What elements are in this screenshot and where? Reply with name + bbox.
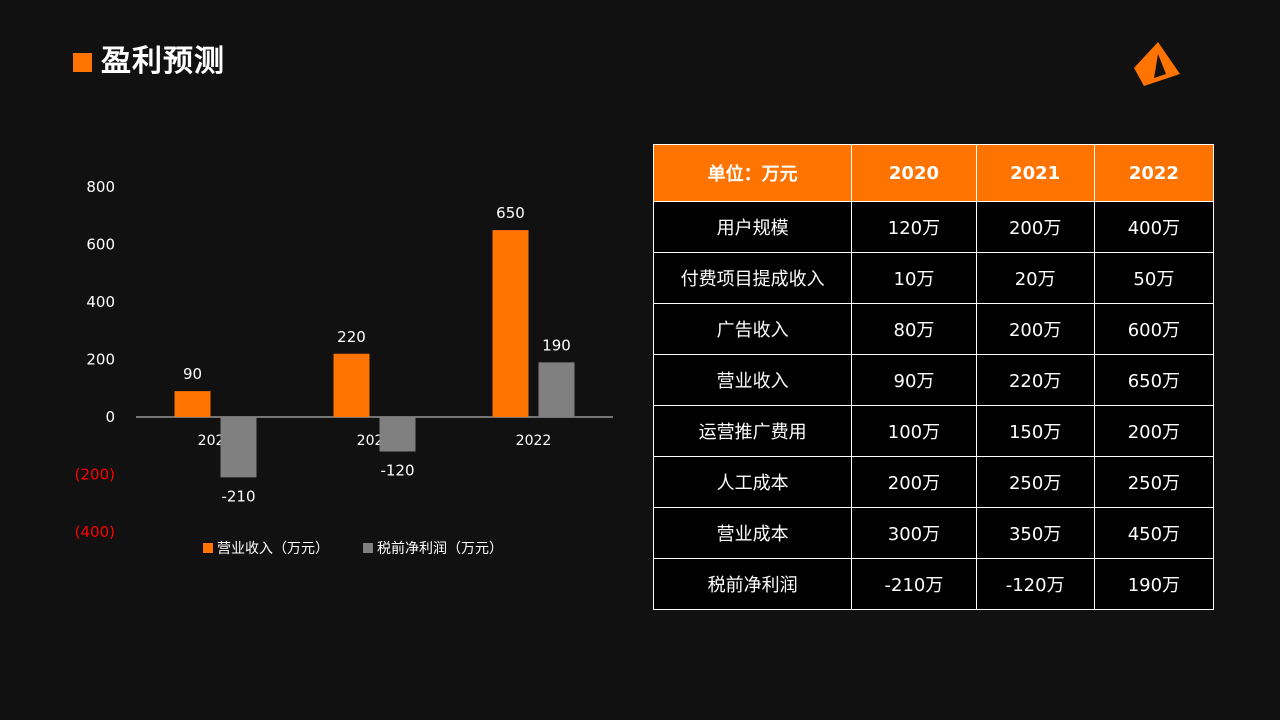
cell-2022: 600万 xyxy=(1093,303,1215,355)
cell-2022: 190万 xyxy=(1093,558,1215,610)
legend-item-revenue: 营业收入（万元） xyxy=(203,538,329,558)
cell-2020: 90万 xyxy=(851,354,977,406)
cell-2020: 120万 xyxy=(851,201,977,253)
data-label: -210 xyxy=(221,487,255,505)
y-tick-label: 600 xyxy=(86,236,115,254)
table-row: 付费项目提成收入 10万 20万 50万 xyxy=(652,252,1215,304)
table-row: 税前净利润 -210万 -120万 190万 xyxy=(652,558,1215,610)
header-unit: 单位：万元 xyxy=(652,144,853,202)
forecast-table: 单位：万元 2020 2021 2022 用户规模 120万 200万 400万… xyxy=(652,144,1215,610)
chart-legend: 营业收入（万元） 税前净利润（万元） xyxy=(203,538,537,558)
cell-2021: 200万 xyxy=(975,303,1095,355)
cell-2022: 650万 xyxy=(1093,354,1215,406)
legend-item-profit: 税前净利润（万元） xyxy=(363,538,503,558)
table-header-row: 单位：万元 2020 2021 2022 xyxy=(652,144,1215,202)
table-row: 营业收入 90万 220万 650万 xyxy=(652,354,1215,406)
row-label: 付费项目提成收入 xyxy=(652,252,853,304)
header-2022: 2022 xyxy=(1093,144,1215,202)
cell-2022: 450万 xyxy=(1093,507,1215,559)
cell-2020: 300万 xyxy=(851,507,977,559)
legend-swatch-profit xyxy=(363,543,373,553)
row-label: 营业收入 xyxy=(652,354,853,406)
table-row: 运营推广费用 100万 150万 200万 xyxy=(652,405,1215,457)
row-label: 运营推广费用 xyxy=(652,405,853,457)
cell-2020: 100万 xyxy=(851,405,977,457)
row-label: 营业成本 xyxy=(652,507,853,559)
cell-2021: -120万 xyxy=(975,558,1095,610)
row-label: 人工成本 xyxy=(652,456,853,508)
bar-revenue xyxy=(333,353,370,417)
data-label: 90 xyxy=(183,365,202,383)
y-tick-label: 0 xyxy=(105,408,115,426)
bar-chart: 8006004002000(200)(400)202090-2102021220… xyxy=(75,178,613,541)
y-tick-label: 200 xyxy=(86,351,115,369)
data-label: 650 xyxy=(496,204,525,222)
cell-2021: 200万 xyxy=(975,201,1095,253)
cell-2022: 250万 xyxy=(1093,456,1215,508)
bar-profit xyxy=(379,417,416,452)
page-title: 盈利预测 xyxy=(101,44,225,79)
legend-label-revenue: 营业收入（万元） xyxy=(217,541,329,557)
legend-swatch-revenue xyxy=(203,543,213,553)
row-label: 税前净利润 xyxy=(652,558,853,610)
bar-profit xyxy=(220,417,257,478)
table-row: 营业成本 300万 350万 450万 xyxy=(652,507,1215,559)
legend-label-profit: 税前净利润（万元） xyxy=(377,541,503,557)
cell-2020: 200万 xyxy=(851,456,977,508)
bar-profit xyxy=(538,362,575,417)
cell-2021: 350万 xyxy=(975,507,1095,559)
bar-revenue xyxy=(492,230,529,417)
cell-2022: 50万 xyxy=(1093,252,1215,304)
cell-2020: 10万 xyxy=(851,252,977,304)
data-label: 190 xyxy=(542,336,571,354)
orange-triangle-logo-icon xyxy=(1134,42,1180,86)
data-label: 220 xyxy=(337,328,366,346)
y-tick-label: 800 xyxy=(86,178,115,196)
data-label: -120 xyxy=(380,462,414,480)
cell-2021: 220万 xyxy=(975,354,1095,406)
y-tick-label: (200) xyxy=(75,466,115,484)
header-2021: 2021 xyxy=(975,144,1095,202)
row-label: 广告收入 xyxy=(652,303,853,355)
cell-2020: 80万 xyxy=(851,303,977,355)
cell-2021: 150万 xyxy=(975,405,1095,457)
cell-2021: 250万 xyxy=(975,456,1095,508)
cell-2020: -210万 xyxy=(851,558,977,610)
row-label: 用户规模 xyxy=(652,201,853,253)
cell-2022: 200万 xyxy=(1093,405,1215,457)
table-row: 人工成本 200万 250万 250万 xyxy=(652,456,1215,508)
x-tick-label: 2022 xyxy=(516,433,552,449)
y-tick-label: 400 xyxy=(86,293,115,311)
cell-2022: 400万 xyxy=(1093,201,1215,253)
bar-revenue xyxy=(174,391,211,417)
header-2020: 2020 xyxy=(851,144,977,202)
y-tick-label: (400) xyxy=(75,523,115,541)
cell-2021: 20万 xyxy=(975,252,1095,304)
table-row: 广告收入 80万 200万 600万 xyxy=(652,303,1215,355)
table-row: 用户规模 120万 200万 400万 xyxy=(652,201,1215,253)
title-marker xyxy=(73,53,92,72)
